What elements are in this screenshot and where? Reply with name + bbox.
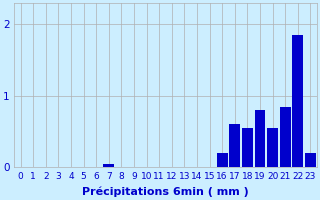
Bar [305, 153, 316, 167]
X-axis label: Précipitations 6min ( mm ): Précipitations 6min ( mm ) [82, 187, 249, 197]
Bar [255, 110, 265, 167]
Bar [217, 153, 228, 167]
Bar [103, 164, 114, 167]
Bar [292, 35, 303, 167]
Bar [242, 128, 253, 167]
Bar [229, 124, 240, 167]
Bar [267, 128, 278, 167]
Bar [280, 107, 291, 167]
